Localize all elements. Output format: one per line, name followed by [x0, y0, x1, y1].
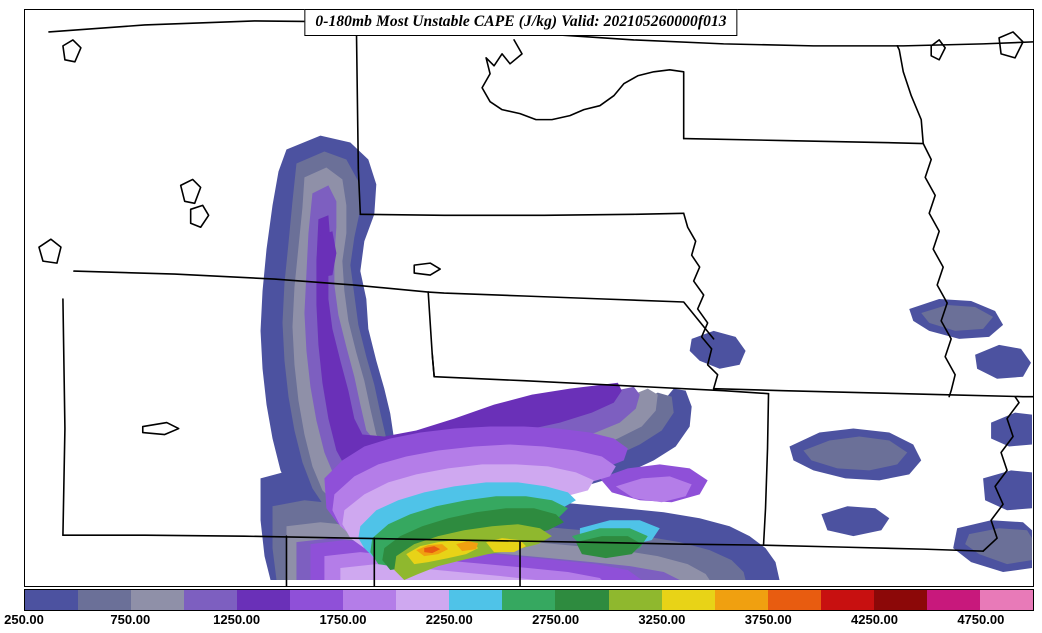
- colorbar-swatch: [78, 590, 132, 610]
- lake-outline-f: [141, 421, 180, 436]
- colorbar-tick-label: 2250.00: [425, 612, 473, 627]
- cape-band-3750: [424, 546, 441, 554]
- mississippi-river: [982, 395, 1020, 552]
- colorbar-tick-label: 3750.00: [744, 612, 792, 627]
- colorbar-tick-label: 1750.00: [319, 612, 367, 627]
- colorbar-legend: 250.00 750.00 1250.00 1750.00 2250.00 2750.00…: [4, 589, 1034, 627]
- cape-band-3500-b: [456, 541, 479, 552]
- montana-dakota-border: [355, 21, 362, 216]
- missouri-kansas-border: [762, 392, 770, 546]
- cape-band-1250-north: [316, 231, 337, 278]
- lake-outline-b: [179, 178, 202, 205]
- colorbar-swatch: [767, 590, 821, 610]
- colorbar-swatch: [714, 590, 768, 610]
- colorbar-swatch: [237, 590, 291, 610]
- minnesota-wisconsin-border: [896, 45, 925, 145]
- colorbar-swatch: [926, 590, 980, 610]
- cape-band-1250: [316, 215, 622, 485]
- political-boundaries-layer: [38, 20, 1033, 586]
- cape-band-500-east-b: [803, 436, 908, 471]
- cape-band-250-east-h: [821, 506, 890, 537]
- cape-band-500-east-g: [965, 528, 1033, 565]
- sd-ne-border: [427, 291, 715, 340]
- colorbar-swatch: [608, 590, 662, 610]
- cape-band-3000: [394, 524, 552, 581]
- colorbar-tick-label: 250.00: [4, 612, 44, 627]
- colorbar-swatch: [661, 590, 715, 610]
- colorbar-swatch: [290, 590, 344, 610]
- map-panel: [24, 9, 1034, 587]
- colorbar-swatches: [24, 589, 1034, 611]
- colorbar-swatch: [131, 590, 185, 610]
- lake-outline-a: [62, 39, 82, 63]
- oklahoma-panhandle: [285, 535, 521, 586]
- cape-band-250-east-a: [689, 330, 746, 369]
- montana-wyoming-border: [73, 270, 429, 293]
- iowa-illinois-border: [922, 142, 956, 398]
- lake-outline-g: [930, 39, 946, 61]
- colorbar-swatch: [555, 590, 609, 610]
- colorbar-tick-label: 3250.00: [638, 612, 686, 627]
- colorbar-tick-label: 4250.00: [851, 612, 899, 627]
- chart-title-box: 0-180mb Most Unstable CAPE (J/kg) Valid:…: [304, 9, 738, 36]
- colorbar-tick-label: 750.00: [110, 612, 151, 627]
- colorbar-swatch: [873, 590, 927, 610]
- cape-contour-fill-layer: [260, 135, 1033, 581]
- lake-outline-c: [189, 204, 210, 229]
- minnesota-north-border: [481, 39, 685, 140]
- lake-outline-d: [38, 238, 62, 264]
- iowa-minnesota-border: [682, 137, 925, 145]
- ne-ks-border: [433, 375, 770, 395]
- cape-band-1750-b: [615, 476, 692, 503]
- cape-band-250-east-f: [983, 470, 1033, 511]
- colorbar-swatch: [820, 590, 874, 610]
- colorbar-swatch: [25, 590, 79, 610]
- colorbar-swatch: [502, 590, 556, 610]
- page-title: 0-180mb Most Unstable CAPE (J/kg) Valid:…: [315, 13, 727, 30]
- ks-ok-border: [62, 534, 765, 546]
- missouri-arkansas-border: [762, 544, 984, 552]
- colorbar-swatch: [396, 590, 450, 610]
- iowa-missouri-border: [712, 387, 1033, 398]
- colorbar-swatch: [979, 590, 1033, 610]
- colorbar-swatch: [184, 590, 238, 610]
- nd-sd-border: [359, 212, 685, 217]
- lake-outline-h: [998, 31, 1024, 59]
- colorbar-swatch: [343, 590, 397, 610]
- colorbar-tick-label: 1250.00: [213, 612, 261, 627]
- cape-band-250-east-d: [975, 344, 1032, 379]
- colorbar-tick-labels: 250.00 750.00 1250.00 1750.00 2250.00 2750.00…: [4, 612, 1034, 632]
- map-canvas: [38, 20, 1033, 586]
- lake-outline-e: [413, 262, 441, 276]
- colorbar-tick-label: 2750.00: [532, 612, 580, 627]
- colorado-east-border: [431, 353, 435, 378]
- colorbar-tick-label: 4750.00: [957, 612, 1005, 627]
- us-canada-border: [48, 20, 1033, 47]
- colorado-west-border: [62, 298, 66, 536]
- cape-band-500-east-c: [921, 304, 994, 331]
- colorbar-swatch: [449, 590, 503, 610]
- missouri-river-border: [682, 212, 719, 390]
